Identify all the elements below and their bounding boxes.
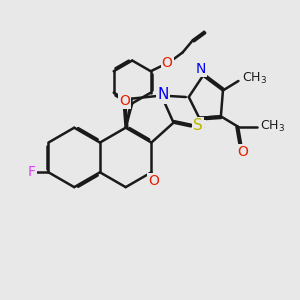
Text: N: N	[157, 87, 169, 102]
Text: N: N	[196, 62, 206, 76]
Text: CH$_3$: CH$_3$	[242, 71, 267, 86]
Text: S: S	[193, 118, 202, 133]
Text: CH$_3$: CH$_3$	[260, 119, 285, 134]
Text: O: O	[119, 94, 130, 108]
Text: O: O	[194, 121, 205, 135]
Text: O: O	[148, 174, 159, 188]
Text: F: F	[28, 165, 36, 179]
Text: O: O	[237, 145, 248, 159]
Text: O: O	[162, 56, 172, 70]
